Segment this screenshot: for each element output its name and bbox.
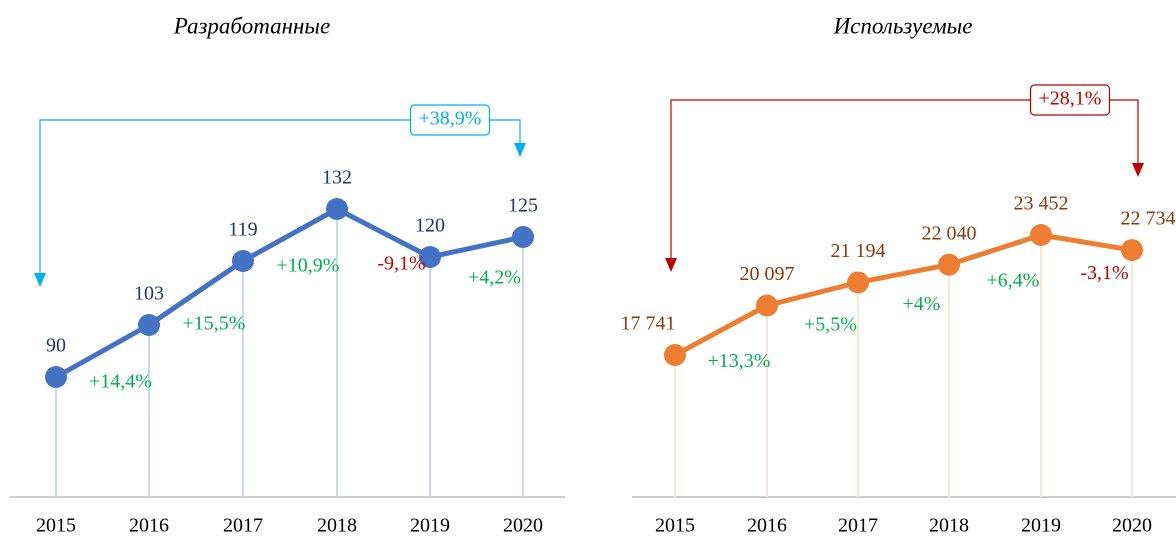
x-tick-label: 2016: [129, 515, 169, 537]
marker: [756, 294, 778, 317]
change-label: +5,5%: [804, 314, 857, 336]
x-tick-label: 2020: [503, 515, 543, 537]
marker: [847, 271, 869, 294]
x-tick-label: 2016: [747, 515, 787, 537]
marker: [138, 314, 160, 336]
x-tick-label: 2019: [1021, 515, 1061, 537]
marker: [1030, 224, 1052, 246]
data-label: 22 734: [1121, 208, 1176, 230]
data-label: 23 452: [1014, 193, 1069, 215]
bracket: [670, 99, 1139, 270]
marker: [938, 253, 960, 276]
change-label: +6,4%: [987, 269, 1040, 291]
change-label: +14,4%: [89, 371, 152, 393]
total-box: [1029, 84, 1111, 116]
arrow-head: [665, 258, 677, 272]
change-label: -9,1%: [377, 253, 425, 275]
x-tick-label: 2017: [223, 515, 263, 537]
change-label: +13,3%: [708, 350, 771, 372]
data-label: 120: [415, 215, 445, 237]
data-label: 125: [508, 195, 538, 217]
chart-title: Разработанные: [173, 13, 330, 38]
data-label: 22 040: [922, 222, 977, 244]
chart-title: Используемые: [833, 13, 973, 38]
total-change: +38,9%: [419, 108, 482, 130]
marker: [1121, 239, 1143, 262]
x-tick-label: 2018: [929, 515, 969, 537]
data-label: 21 194: [831, 240, 886, 262]
x-tick-label: 2018: [317, 515, 357, 537]
total-change: +28,1%: [1039, 88, 1102, 110]
change-label: +4%: [903, 293, 941, 315]
marker: [326, 198, 348, 220]
change-label: -3,1%: [1080, 262, 1128, 284]
line: [54, 206, 524, 380]
x-tick-label: 2015: [36, 515, 76, 537]
x-tick-label: 2019: [410, 515, 450, 537]
marker: [419, 246, 441, 268]
data-label: 17 741: [621, 313, 676, 335]
marker: [45, 366, 67, 388]
x-tick-label: 2017: [838, 515, 878, 537]
change-label: +4,2%: [468, 267, 521, 289]
arrow-head: [514, 143, 526, 157]
bracket: [39, 119, 521, 285]
data-label: 90: [46, 335, 66, 357]
data-label: 132: [322, 167, 352, 189]
data-label: 20 097: [740, 263, 795, 285]
data-label: 119: [228, 219, 257, 241]
total-box: [409, 104, 491, 136]
marker: [232, 250, 254, 272]
data-label: 103: [134, 283, 164, 305]
marker: [664, 344, 686, 366]
x-tick-label: 2020: [1112, 515, 1152, 537]
change-label: +15,5%: [183, 313, 246, 335]
marker: [512, 226, 534, 248]
arrow-head: [1132, 163, 1144, 177]
line: [673, 232, 1133, 358]
x-tick-label: 2015: [655, 515, 695, 537]
arrow-head: [34, 273, 46, 287]
change-label: +10,9%: [277, 255, 340, 277]
